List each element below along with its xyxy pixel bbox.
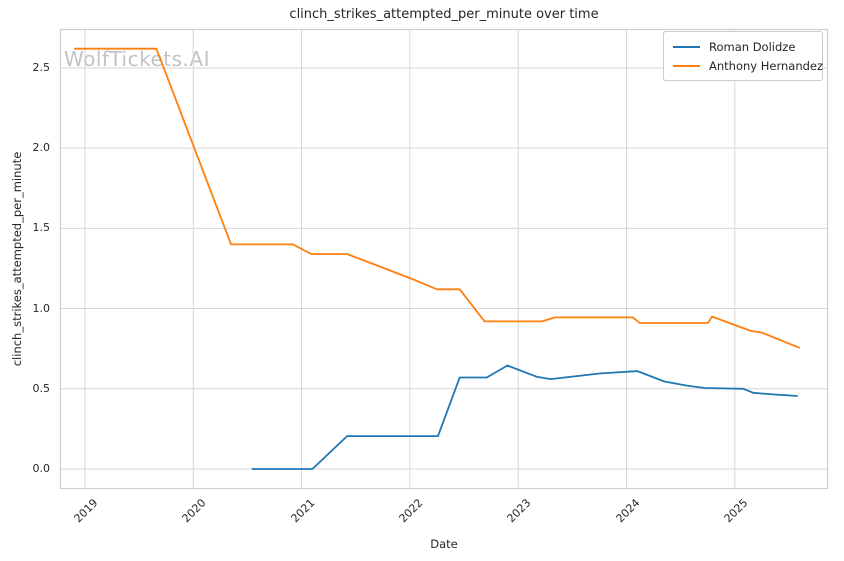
legend-line-swatch bbox=[673, 64, 700, 67]
y-tick-label: 1.5 bbox=[32, 221, 51, 235]
y-tick-label: 1.0 bbox=[32, 301, 51, 315]
legend-label: Roman Dolidze bbox=[709, 39, 796, 54]
y-tick-label: 0.5 bbox=[32, 381, 51, 395]
y-tick-label: 2.0 bbox=[32, 141, 51, 155]
y-axis-label: clinch_strikes_attempted_per_minute bbox=[10, 151, 24, 367]
watermark: WolfTickets.AI bbox=[64, 47, 210, 71]
legend: Roman Dolidze Anthony Hernandez bbox=[663, 31, 823, 81]
legend-label: Anthony Hernandez bbox=[709, 58, 824, 73]
x-axis-label: Date bbox=[430, 537, 458, 551]
y-tick-label: 0.0 bbox=[32, 461, 51, 475]
series-line-anthony-hernandez bbox=[74, 47, 801, 349]
y-tick-label: 2.5 bbox=[32, 60, 51, 74]
legend-item: Roman Dolidze bbox=[673, 37, 812, 56]
legend-line-swatch bbox=[673, 45, 700, 48]
chart-title: clinch_strikes_attempted_per_minute over… bbox=[289, 7, 599, 22]
legend-item: Anthony Hernandez bbox=[673, 56, 823, 75]
plot-border bbox=[59, 28, 829, 490]
series-line-roman-dolidze bbox=[251, 364, 798, 470]
